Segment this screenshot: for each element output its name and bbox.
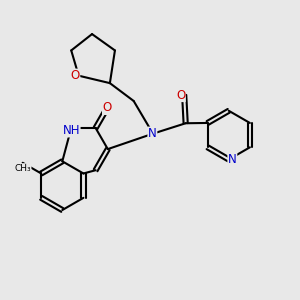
- Text: NH: NH: [62, 124, 80, 137]
- Text: O: O: [70, 69, 80, 82]
- Text: CH₃: CH₃: [14, 164, 31, 172]
- Text: N: N: [148, 127, 157, 140]
- Text: O: O: [176, 88, 185, 101]
- Text: O: O: [103, 101, 112, 114]
- Text: N: N: [228, 153, 237, 166]
